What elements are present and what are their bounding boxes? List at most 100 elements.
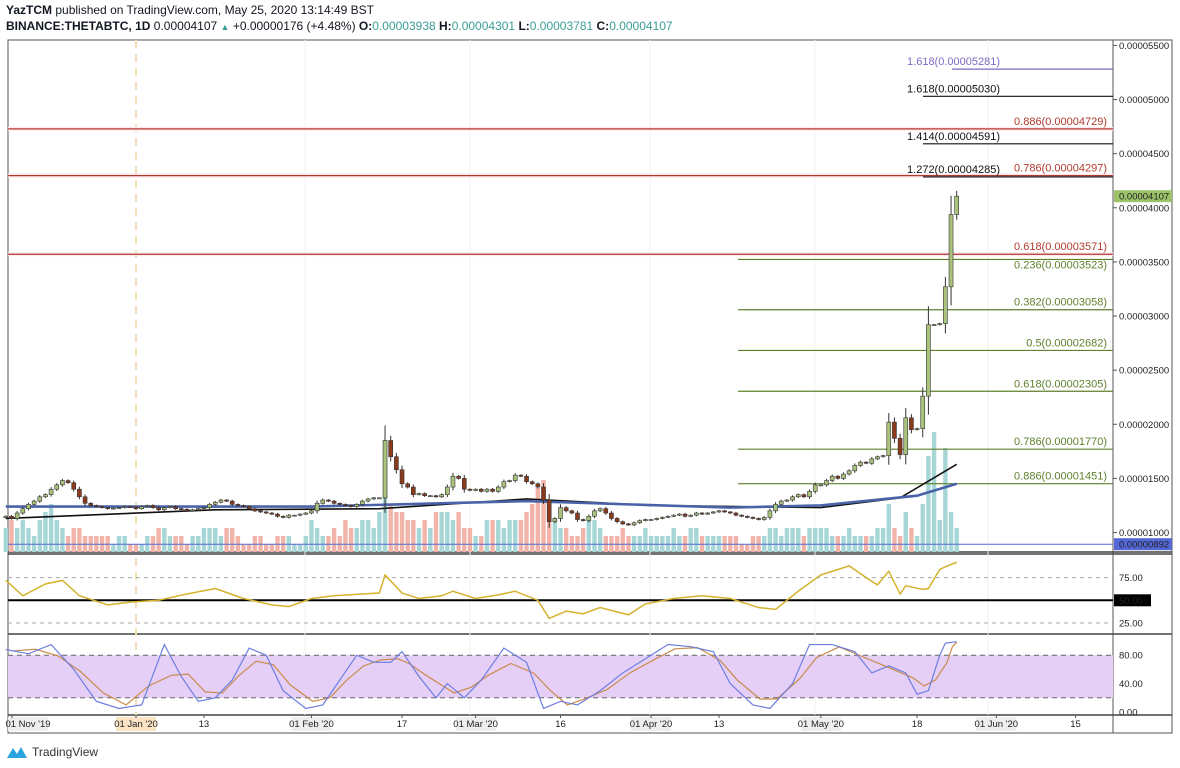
candle xyxy=(699,512,705,515)
volume-bar xyxy=(37,520,42,552)
symbol-info: BINANCE:THETABTC, 1D 0.00004107 ▲ +0.000… xyxy=(6,19,673,33)
candle xyxy=(422,493,427,497)
candle xyxy=(207,504,212,508)
candle xyxy=(48,488,54,495)
volume-bar xyxy=(496,520,501,552)
volume-bar xyxy=(818,528,824,552)
author[interactable]: YazTCM xyxy=(6,3,53,17)
candle xyxy=(43,494,48,498)
fib-label: 0.618(0.00003571) xyxy=(1014,241,1107,253)
rsi-tick-label: 25.00 xyxy=(1119,618,1143,629)
candle xyxy=(733,512,739,516)
rsi-line xyxy=(5,561,957,620)
volume-bar xyxy=(309,520,314,552)
candle xyxy=(818,484,824,487)
volume-bar xyxy=(428,528,433,552)
candle xyxy=(439,494,444,498)
volume-bar xyxy=(807,528,812,552)
candle xyxy=(218,499,224,503)
candle xyxy=(614,518,620,522)
candle xyxy=(501,481,507,488)
fib-label: 0.236(0.00003523) xyxy=(1014,259,1107,271)
candle xyxy=(807,491,812,498)
candle xyxy=(303,512,309,515)
candle xyxy=(824,480,829,486)
stoch-tick-label: 40.00 xyxy=(1119,679,1143,690)
hline-price-badge xyxy=(1114,538,1172,551)
volume-bar xyxy=(592,520,597,552)
candle xyxy=(688,514,693,517)
close-value: 0.00004107 xyxy=(609,19,673,33)
volume-bar xyxy=(688,528,693,552)
volume-bar xyxy=(462,528,467,552)
candle xyxy=(490,488,495,492)
candle xyxy=(88,502,94,506)
volume-bar xyxy=(269,544,275,552)
volume-bar xyxy=(411,520,416,552)
tradingview-logo[interactable]: TradingView xyxy=(6,744,98,760)
candle xyxy=(269,512,275,515)
time-label-bg xyxy=(455,717,496,731)
candle xyxy=(795,494,801,498)
candle xyxy=(77,488,82,498)
fibonacci-levels: 1.618(0.00005281) 1.618(0.00005030) 0.886(… xyxy=(8,56,1113,545)
ma-blue-line xyxy=(5,482,958,509)
candle xyxy=(190,509,195,512)
volume-bar xyxy=(671,528,676,552)
volume-bar xyxy=(926,456,931,552)
price-tick-label: 0.00002500 xyxy=(1119,366,1169,377)
volume-bar xyxy=(643,528,648,552)
volume-bar xyxy=(111,544,116,552)
volume-bar xyxy=(507,520,512,552)
volume-bar xyxy=(903,512,908,552)
time-tick-label: 13 xyxy=(199,719,210,730)
candle xyxy=(637,520,643,524)
price-change: +0.00000176 (+4.48%) xyxy=(232,19,356,33)
time-axis[interactable]: 01 Nov '19 01 Jan '20 13 01 Feb '20 17 01 Mar… xyxy=(5,715,1081,731)
candle xyxy=(846,470,852,475)
candle xyxy=(744,515,750,518)
candle xyxy=(184,508,190,512)
candle xyxy=(371,497,377,500)
volume-bar xyxy=(456,512,461,552)
volume-bar xyxy=(14,528,20,552)
candle xyxy=(682,513,688,517)
moving-averages xyxy=(5,463,958,520)
high-value: 0.00004301 xyxy=(451,19,516,33)
candle xyxy=(880,455,886,458)
volume-bar xyxy=(948,512,954,552)
volume-bar xyxy=(586,520,591,552)
candle xyxy=(507,480,512,482)
candle xyxy=(739,514,744,517)
price-tick-label: 0.00004500 xyxy=(1119,149,1169,160)
publish-info: YazTCM published on TradingView.com, May… xyxy=(6,3,374,17)
candle xyxy=(337,502,343,505)
chart-border xyxy=(7,39,1173,734)
candle xyxy=(94,505,99,507)
last-price: 0.00004107 xyxy=(153,19,218,33)
volume-bar xyxy=(54,520,59,552)
candle xyxy=(524,475,529,482)
candle xyxy=(495,486,501,492)
candle xyxy=(456,475,461,479)
candle xyxy=(173,506,178,510)
volume-bar xyxy=(490,520,495,552)
candle xyxy=(320,499,326,504)
volume-bar xyxy=(201,528,207,552)
volume-bar xyxy=(207,528,212,552)
time-tick-label: 01 Jun '20 xyxy=(975,719,1019,730)
candle xyxy=(331,500,337,504)
candle xyxy=(643,519,648,521)
candle xyxy=(195,508,201,511)
volume-bar xyxy=(580,528,586,552)
candle xyxy=(711,511,716,514)
time-label-bg xyxy=(976,717,1017,731)
candle xyxy=(909,417,914,430)
time-label-bg xyxy=(8,717,48,731)
candle xyxy=(31,500,37,505)
volume-bar xyxy=(133,544,139,552)
price-axis[interactable]: 0.00005500 0.00005000 0.00004500 0.00004000… xyxy=(1113,41,1172,551)
candle xyxy=(314,502,320,512)
candle xyxy=(671,514,677,517)
